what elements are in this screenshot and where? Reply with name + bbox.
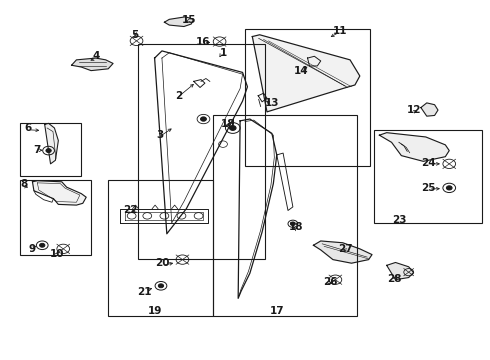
Text: 25: 25: [421, 183, 436, 193]
Polygon shape: [45, 123, 58, 164]
Circle shape: [158, 284, 164, 288]
Polygon shape: [32, 181, 86, 205]
Text: 2: 2: [175, 91, 183, 101]
Text: 16: 16: [196, 37, 211, 47]
Bar: [213, 116, 357, 316]
Text: 12: 12: [406, 105, 421, 115]
Polygon shape: [72, 58, 113, 71]
Polygon shape: [387, 262, 414, 280]
Text: 18: 18: [220, 120, 235, 129]
Circle shape: [446, 186, 452, 190]
Text: 17: 17: [270, 306, 284, 316]
Polygon shape: [164, 17, 194, 27]
Text: 10: 10: [49, 248, 64, 258]
Text: 18: 18: [289, 222, 303, 232]
Bar: [108, 180, 213, 316]
Bar: [20, 123, 81, 176]
Text: 22: 22: [123, 206, 137, 216]
Text: 4: 4: [92, 51, 99, 61]
Polygon shape: [252, 35, 360, 112]
Circle shape: [229, 126, 236, 130]
Text: 8: 8: [21, 179, 28, 189]
Bar: [245, 30, 369, 166]
Circle shape: [40, 243, 45, 247]
Text: 15: 15: [182, 15, 196, 26]
Text: 13: 13: [265, 98, 279, 108]
Bar: [374, 130, 482, 223]
Polygon shape: [314, 241, 372, 263]
Polygon shape: [421, 103, 438, 116]
Bar: [20, 180, 91, 255]
Text: 26: 26: [323, 277, 338, 287]
Text: 6: 6: [24, 123, 31, 133]
Text: 5: 5: [131, 30, 139, 40]
Text: 1: 1: [220, 48, 227, 58]
Text: 28: 28: [387, 274, 401, 284]
Polygon shape: [379, 133, 449, 161]
Text: 7: 7: [34, 144, 41, 154]
Text: 19: 19: [147, 306, 162, 316]
Text: 21: 21: [138, 287, 152, 297]
Text: 14: 14: [294, 66, 309, 76]
Text: 24: 24: [421, 158, 436, 168]
Text: 9: 9: [29, 244, 36, 254]
Bar: [138, 44, 265, 259]
Text: 20: 20: [155, 258, 169, 268]
Circle shape: [46, 149, 51, 153]
Text: 11: 11: [333, 26, 347, 36]
Circle shape: [291, 222, 295, 226]
Text: 23: 23: [392, 215, 406, 225]
Circle shape: [200, 117, 206, 121]
Text: 3: 3: [156, 130, 163, 140]
Text: 27: 27: [338, 244, 352, 254]
